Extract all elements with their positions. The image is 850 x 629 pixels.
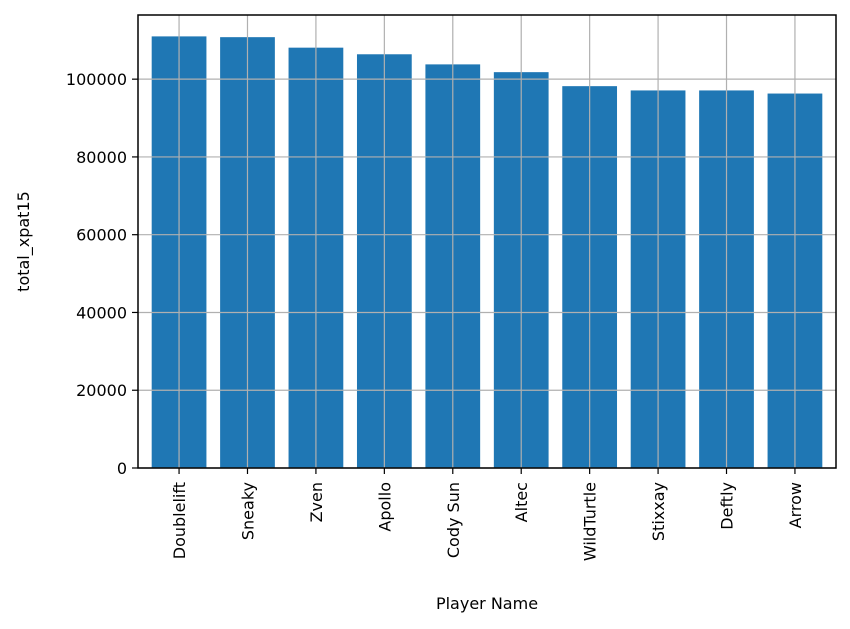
x-tick-label: Apollo xyxy=(375,482,394,532)
y-tick-label: 60000 xyxy=(76,226,127,245)
x-tick-label: Doublelift xyxy=(170,482,189,559)
y-tick-label: 0 xyxy=(117,459,127,478)
x-tick-label: Arrow xyxy=(786,482,805,528)
y-tick-label: 40000 xyxy=(76,303,127,322)
y-tick-label: 100000 xyxy=(66,70,127,89)
x-axis-label: Player Name xyxy=(436,594,538,613)
y-axis-label: total_xpat15 xyxy=(14,191,34,292)
y-tick-label: 80000 xyxy=(76,148,127,167)
x-tick-label: Zven xyxy=(307,482,326,522)
y-tick-label: 20000 xyxy=(76,381,127,400)
x-tick-label: Altec xyxy=(512,482,531,522)
x-tick-label: Deftly xyxy=(718,482,737,530)
x-tick-label: Stixxay xyxy=(649,482,668,541)
x-tick-label: WildTurtle xyxy=(581,482,600,561)
x-tick-label: Cody Sun xyxy=(444,482,463,558)
x-tick-label: Sneaky xyxy=(238,482,257,540)
bars xyxy=(152,36,823,468)
